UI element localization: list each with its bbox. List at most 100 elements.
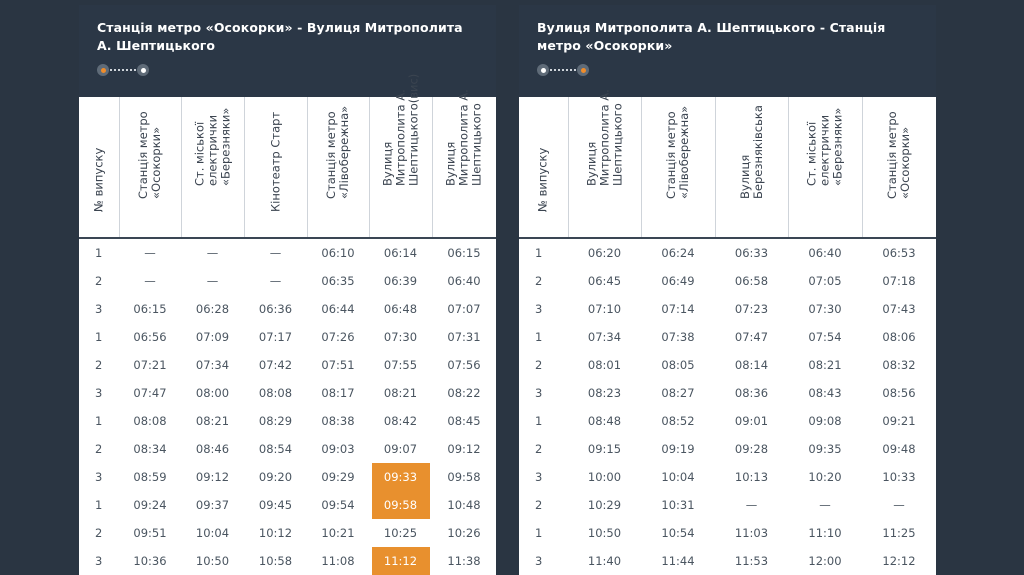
time-cell: 07:17 xyxy=(244,323,307,351)
cell-value: 06:45 xyxy=(587,274,622,288)
time-cell: 07:56 xyxy=(432,351,496,379)
cell-value: 11:25 xyxy=(882,526,916,540)
issue-number-cell: 1 xyxy=(79,238,119,267)
time-cell: 09:58 xyxy=(432,463,496,491)
column-header-label: Кінотеатр Старт xyxy=(268,111,282,212)
table-row: 2 09:15 09:19 09:28 09:35 09:48 xyxy=(519,435,936,463)
cell-value: 08:21 xyxy=(808,358,842,372)
cell-value: 07:47 xyxy=(734,330,769,344)
issue-number-cell: 1 xyxy=(519,407,568,435)
column-header-stop: Ст. міської електрички «Березняки» xyxy=(788,97,863,239)
cell-value: 10:26 xyxy=(447,526,481,540)
cell-value: 07:56 xyxy=(447,358,481,372)
time-cell: 10:58 xyxy=(244,547,307,575)
cell-value: 3 xyxy=(95,386,103,400)
table-row: 2 — — — 06:35 06:39 06:40 xyxy=(79,267,496,295)
cell-value: 06:39 xyxy=(383,274,418,288)
cell-value: 08:01 xyxy=(587,358,622,372)
table-row: 3 07:10 07:14 07:23 07:30 07:43 xyxy=(519,295,936,323)
cell-value: 07:54 xyxy=(808,330,842,344)
time-cell: 06:15 xyxy=(119,295,181,323)
time-cell: 06:33 xyxy=(715,238,788,267)
column-header-stop: Ст. міської електрички «Березняки» xyxy=(181,97,245,239)
time-cell: 08:21 xyxy=(369,379,432,407)
column-header-label: Станція метро «Лівобережна» xyxy=(324,105,351,199)
time-cell: 07:31 xyxy=(432,323,496,351)
cell-value: 2 xyxy=(95,526,103,540)
time-cell: 07:05 xyxy=(788,267,862,295)
cell-value: 10:54 xyxy=(661,526,695,540)
time-cell: 08:52 xyxy=(641,407,715,435)
time-cell: 08:29 xyxy=(244,407,307,435)
cell-value: 3 xyxy=(95,470,103,484)
table-row: 3 08:23 08:27 08:36 08:43 08:56 xyxy=(519,379,936,407)
table-row: 2 06:45 06:49 06:58 07:05 07:18 xyxy=(519,267,936,295)
cell-value: 10:50 xyxy=(587,526,622,540)
cell-value: 09:24 xyxy=(133,498,167,512)
issue-number-cell: 2 xyxy=(79,351,119,379)
cell-value: 10:13 xyxy=(734,470,769,484)
time-cell: 09:24 xyxy=(119,491,181,519)
cell-value: 09:21 xyxy=(882,414,916,428)
cell-value: 06:24 xyxy=(661,246,695,260)
column-header-stop: Вулиця Митрополита А. Шептицького xyxy=(568,89,642,239)
time-cell: 07:51 xyxy=(307,351,369,379)
time-cell: 07:23 xyxy=(715,295,788,323)
cell-value: 08:46 xyxy=(195,442,230,456)
cell-value: 06:53 xyxy=(882,246,916,260)
cell-value: 2 xyxy=(535,442,543,456)
table-row: 3 10:00 10:04 10:13 10:20 10:33 xyxy=(519,463,936,491)
cell-value: 09:58 xyxy=(371,491,430,519)
time-cell: 08:14 xyxy=(715,351,788,379)
time-cell: 08:59 xyxy=(119,463,181,491)
cell-value: 2 xyxy=(535,358,543,372)
time-cell: — xyxy=(715,491,788,519)
time-cell: 06:35 xyxy=(307,267,369,295)
time-cell: 10:13 xyxy=(715,463,788,491)
column-header-label: Ст. міської електрички «Березняки» xyxy=(192,107,232,186)
time-cell: 07:09 xyxy=(181,323,244,351)
time-cell: 08:21 xyxy=(788,351,862,379)
cell-value: 06:15 xyxy=(133,302,167,316)
table-row: 2 10:29 10:31 — — — xyxy=(519,491,936,519)
cell-value: — xyxy=(893,498,905,512)
time-cell: 11:44 xyxy=(641,547,715,575)
cell-value: 3 xyxy=(95,554,103,568)
column-header-stop: Станція метро «Лівобережна» xyxy=(307,97,370,239)
time-cell: 11:25 xyxy=(862,519,936,547)
time-cell: 08:43 xyxy=(788,379,862,407)
time-cell: 08:21 xyxy=(181,407,244,435)
cell-value: 1 xyxy=(535,526,543,540)
time-cell: 07:26 xyxy=(307,323,369,351)
cell-value: 08:48 xyxy=(587,414,622,428)
time-cell: 12:12 xyxy=(862,547,936,575)
time-cell: 08:00 xyxy=(181,379,244,407)
cell-value: 08:43 xyxy=(808,386,842,400)
time-cell: 06:15 xyxy=(432,238,496,267)
cell-value: 06:35 xyxy=(321,274,355,288)
time-cell: 06:28 xyxy=(181,295,244,323)
cell-value: 07:30 xyxy=(383,330,418,344)
time-cell: — xyxy=(244,267,307,295)
time-cell: 09:03 xyxy=(307,435,369,463)
cell-value: 10:25 xyxy=(383,526,418,540)
cell-value: 1 xyxy=(95,246,103,260)
table-row: 1 08:08 08:21 08:29 08:38 08:42 08:45 xyxy=(79,407,496,435)
time-cell: 10:12 xyxy=(244,519,307,547)
cell-value: 07:23 xyxy=(734,302,769,316)
cell-value: 06:44 xyxy=(321,302,355,316)
column-header-issue-number: № випуску xyxy=(79,97,120,239)
time-cell: 09:12 xyxy=(181,463,244,491)
cell-value: 3 xyxy=(95,302,103,316)
panel-header: Станція метро «Осокорки» - Вулиця Митроп… xyxy=(79,5,496,97)
time-cell: 06:53 xyxy=(862,238,936,267)
time-cell: 10:31 xyxy=(641,491,715,519)
time-cell: 10:20 xyxy=(788,463,862,491)
time-cell: 07:43 xyxy=(862,295,936,323)
column-header-label: Станція метро «Лівобережна» xyxy=(664,105,691,199)
cell-value: 3 xyxy=(535,386,543,400)
table-row: 1 — — — 06:10 06:14 06:15 xyxy=(79,238,496,267)
cell-value: 11:44 xyxy=(661,554,695,568)
time-cell: 10:33 xyxy=(862,463,936,491)
time-cell: 09:12 xyxy=(432,435,496,463)
